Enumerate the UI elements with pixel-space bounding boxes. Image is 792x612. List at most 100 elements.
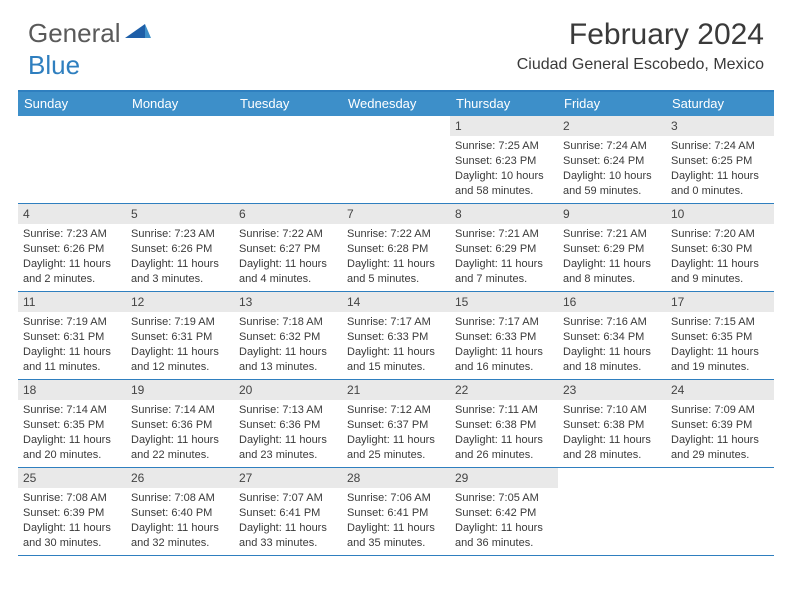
sunrise-text: Sunrise: 7:25 AM [455, 139, 553, 154]
day-number: 26 [126, 468, 234, 488]
sunset-text: Sunset: 6:38 PM [563, 418, 661, 433]
day-number: 23 [558, 380, 666, 400]
day-body: Sunrise: 7:14 AMSunset: 6:36 PMDaylight:… [126, 400, 234, 466]
sunset-text: Sunset: 6:32 PM [239, 330, 337, 345]
sunrise-text: Sunrise: 7:05 AM [455, 491, 553, 506]
daylight-text: Daylight: 11 hours and 28 minutes. [563, 433, 661, 463]
day-header-tue: Tuesday [234, 92, 342, 116]
sunset-text: Sunset: 6:33 PM [347, 330, 445, 345]
sunset-text: Sunset: 6:26 PM [23, 242, 121, 257]
day-number: 12 [126, 292, 234, 312]
day-body [126, 134, 234, 141]
day-cell: 7Sunrise: 7:22 AMSunset: 6:28 PMDaylight… [342, 204, 450, 291]
day-number: 5 [126, 204, 234, 224]
daylight-text: Daylight: 11 hours and 9 minutes. [671, 257, 769, 287]
day-header-sat: Saturday [666, 92, 774, 116]
daylight-text: Daylight: 11 hours and 29 minutes. [671, 433, 769, 463]
sunrise-text: Sunrise: 7:12 AM [347, 403, 445, 418]
sunrise-text: Sunrise: 7:23 AM [23, 227, 121, 242]
day-body: Sunrise: 7:12 AMSunset: 6:37 PMDaylight:… [342, 400, 450, 466]
day-cell: 4Sunrise: 7:23 AMSunset: 6:26 PMDaylight… [18, 204, 126, 291]
sunset-text: Sunset: 6:33 PM [455, 330, 553, 345]
day-body [558, 486, 666, 493]
sunrise-text: Sunrise: 7:07 AM [239, 491, 337, 506]
sunset-text: Sunset: 6:41 PM [239, 506, 337, 521]
day-number: 27 [234, 468, 342, 488]
day-number [666, 468, 774, 486]
sunrise-text: Sunrise: 7:10 AM [563, 403, 661, 418]
day-body [18, 134, 126, 141]
calendar-grid: Sunday Monday Tuesday Wednesday Thursday… [18, 90, 774, 556]
daylight-text: Daylight: 11 hours and 25 minutes. [347, 433, 445, 463]
sunrise-text: Sunrise: 7:19 AM [23, 315, 121, 330]
day-body: Sunrise: 7:24 AMSunset: 6:25 PMDaylight:… [666, 136, 774, 202]
day-body: Sunrise: 7:14 AMSunset: 6:35 PMDaylight:… [18, 400, 126, 466]
sunset-text: Sunset: 6:34 PM [563, 330, 661, 345]
daylight-text: Daylight: 11 hours and 15 minutes. [347, 345, 445, 375]
day-cell: 15Sunrise: 7:17 AMSunset: 6:33 PMDayligh… [450, 292, 558, 379]
sunrise-text: Sunrise: 7:24 AM [563, 139, 661, 154]
sunrise-text: Sunrise: 7:15 AM [671, 315, 769, 330]
day-body: Sunrise: 7:11 AMSunset: 6:38 PMDaylight:… [450, 400, 558, 466]
daylight-text: Daylight: 11 hours and 32 minutes. [131, 521, 229, 551]
day-number: 21 [342, 380, 450, 400]
day-header-mon: Monday [126, 92, 234, 116]
sunrise-text: Sunrise: 7:21 AM [455, 227, 553, 242]
sunrise-text: Sunrise: 7:19 AM [131, 315, 229, 330]
day-body: Sunrise: 7:21 AMSunset: 6:29 PMDaylight:… [558, 224, 666, 290]
day-body: Sunrise: 7:09 AMSunset: 6:39 PMDaylight:… [666, 400, 774, 466]
day-number: 13 [234, 292, 342, 312]
day-cell: 19Sunrise: 7:14 AMSunset: 6:36 PMDayligh… [126, 380, 234, 467]
day-number: 10 [666, 204, 774, 224]
day-number: 3 [666, 116, 774, 136]
daylight-text: Daylight: 11 hours and 35 minutes. [347, 521, 445, 551]
day-cell [342, 116, 450, 203]
header: General February 2024 Ciudad General Esc… [0, 0, 792, 82]
daylight-text: Daylight: 11 hours and 18 minutes. [563, 345, 661, 375]
day-cell: 5Sunrise: 7:23 AMSunset: 6:26 PMDaylight… [126, 204, 234, 291]
sunrise-text: Sunrise: 7:16 AM [563, 315, 661, 330]
day-cell: 10 Sunrise: 7:20 AMSunset: 6:30 PMDayligh… [666, 204, 774, 291]
day-body: Sunrise: 7:24 AMSunset: 6:24 PMDaylight:… [558, 136, 666, 202]
day-cell [666, 468, 774, 555]
daylight-text: Daylight: 11 hours and 22 minutes. [131, 433, 229, 463]
day-body: Sunrise: 7:17 AMSunset: 6:33 PMDaylight:… [450, 312, 558, 378]
sunrise-text: Sunrise: 7:20 AM [671, 227, 769, 242]
sunset-text: Sunset: 6:41 PM [347, 506, 445, 521]
daylight-text: Daylight: 11 hours and 2 minutes. [23, 257, 121, 287]
daylight-text: Daylight: 11 hours and 8 minutes. [563, 257, 661, 287]
sunset-text: Sunset: 6:30 PM [671, 242, 769, 257]
day-body: Sunrise: 7:08 AMSunset: 6:39 PMDaylight:… [18, 488, 126, 554]
day-number [126, 116, 234, 134]
daylight-text: Daylight: 11 hours and 20 minutes. [23, 433, 121, 463]
sunset-text: Sunset: 6:35 PM [671, 330, 769, 345]
logo-text-2: Blue [28, 50, 80, 81]
day-body: Sunrise: 7:07 AMSunset: 6:41 PMDaylight:… [234, 488, 342, 554]
day-cell: 2Sunrise: 7:24 AMSunset: 6:24 PMDaylight… [558, 116, 666, 203]
sunrise-text: Sunrise: 7:22 AM [239, 227, 337, 242]
day-body: Sunrise: 7:16 AMSunset: 6:34 PMDaylight:… [558, 312, 666, 378]
day-header-fri: Friday [558, 92, 666, 116]
day-cell: 1Sunrise: 7:25 AMSunset: 6:23 PMDaylight… [450, 116, 558, 203]
day-body: Sunrise: 7:08 AMSunset: 6:40 PMDaylight:… [126, 488, 234, 554]
daylight-text: Daylight: 11 hours and 4 minutes. [239, 257, 337, 287]
daylight-text: Daylight: 11 hours and 11 minutes. [23, 345, 121, 375]
week-row: 4Sunrise: 7:23 AMSunset: 6:26 PMDaylight… [18, 204, 774, 292]
day-number: 28 [342, 468, 450, 488]
sunrise-text: Sunrise: 7:14 AM [23, 403, 121, 418]
day-body: Sunrise: 7:19 AMSunset: 6:31 PMDaylight:… [126, 312, 234, 378]
sunrise-text: Sunrise: 7:06 AM [347, 491, 445, 506]
day-cell [234, 116, 342, 203]
sunrise-text: Sunrise: 7:08 AM [23, 491, 121, 506]
sunrise-text: Sunrise: 7:21 AM [563, 227, 661, 242]
sunrise-text: Sunrise: 7:14 AM [131, 403, 229, 418]
day-cell: 13Sunrise: 7:18 AMSunset: 6:32 PMDayligh… [234, 292, 342, 379]
day-body: Sunrise: 7:23 AMSunset: 6:26 PMDaylight:… [126, 224, 234, 290]
day-number: 19 [126, 380, 234, 400]
day-cell: 28 Sunrise: 7:06 AMSunset: 6:41 PMDayligh… [342, 468, 450, 555]
day-body: Sunrise: 7:17 AMSunset: 6:33 PMDaylight:… [342, 312, 450, 378]
sunset-text: Sunset: 6:28 PM [347, 242, 445, 257]
sunset-text: Sunset: 6:42 PM [455, 506, 553, 521]
day-body: Sunrise: 7:21 AMSunset: 6:29 PMDaylight:… [450, 224, 558, 290]
day-number: 6 [234, 204, 342, 224]
